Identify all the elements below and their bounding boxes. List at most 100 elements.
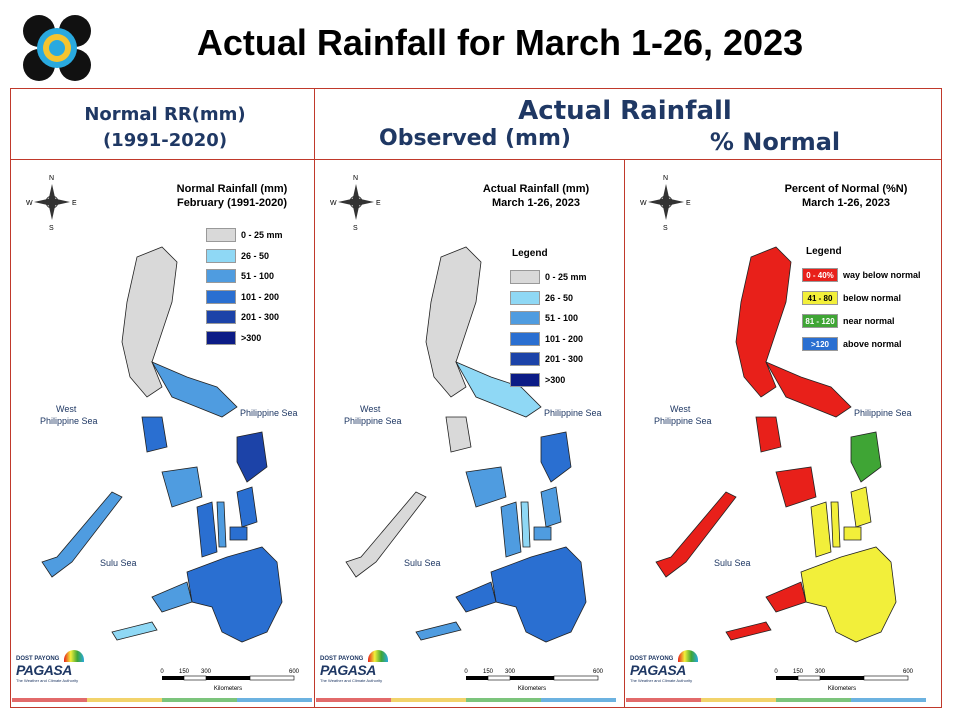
legend-title: Legend bbox=[806, 246, 842, 257]
region-leyte bbox=[850, 486, 872, 528]
legend-item: 101 - 200 bbox=[510, 331, 584, 346]
legend-swatch: >120 bbox=[802, 337, 838, 351]
divider-1 bbox=[314, 88, 315, 708]
umbrella-icon bbox=[64, 650, 84, 662]
scale-tick-label: 300 bbox=[815, 669, 826, 675]
scale-unit-label: Kilometers bbox=[214, 686, 242, 692]
region-mindoro bbox=[141, 416, 168, 453]
legend-label: 101 - 200 bbox=[545, 333, 584, 344]
region-mindoro bbox=[445, 416, 472, 453]
region-negros bbox=[500, 501, 522, 558]
footer-color-stripe bbox=[87, 698, 162, 702]
legend-label: 26 - 50 bbox=[545, 292, 574, 303]
legend-item: 0 - 25 mm bbox=[510, 270, 587, 284]
philippines-map: N S W E 0 150 300 600 Kilometers bbox=[330, 175, 604, 692]
legend-item: 201 - 300 bbox=[510, 352, 583, 366]
region-luzon-north bbox=[121, 246, 178, 398]
region-cebu bbox=[830, 501, 841, 548]
legend-item: >300 bbox=[206, 330, 261, 345]
observed-header: Observed (mm) bbox=[379, 126, 571, 151]
legend-item: 41 - 80 below normal bbox=[802, 291, 901, 305]
region-leyte bbox=[540, 486, 562, 528]
legend-label: near normal bbox=[843, 316, 895, 326]
region-leyte bbox=[236, 486, 258, 528]
footer-logo-name: PAGASA bbox=[320, 662, 376, 678]
legend-swatch bbox=[510, 331, 540, 346]
region-panay bbox=[465, 466, 507, 508]
philippine-sea-label: Philippine Sea bbox=[240, 408, 298, 418]
umbrella-icon bbox=[678, 650, 698, 662]
footer-color-stripe bbox=[851, 698, 926, 702]
compass-rose-icon: N S W E bbox=[640, 175, 691, 232]
legend-item: 101 - 200 bbox=[206, 289, 279, 304]
legend-swatch bbox=[206, 330, 236, 345]
region-cebu bbox=[216, 501, 227, 548]
pagasa-seal-logo bbox=[22, 14, 92, 82]
pagasa-footer-logo: DOST PAYONG PAGASA The Weather and Climate… bbox=[16, 650, 96, 694]
page-title: Actual Rainfall for March 1-26, 2023 bbox=[196, 22, 804, 63]
map-panel-1: N S W E 0 150 300 600 Kilometers Normal Rainfall … bbox=[12, 162, 312, 704]
scale-unit-label: Kilometers bbox=[828, 686, 856, 692]
footer-color-stripe bbox=[701, 698, 776, 702]
legend-swatch bbox=[510, 372, 540, 387]
umbrella-icon bbox=[368, 650, 388, 662]
legend-swatch: 41 - 80 bbox=[802, 291, 838, 305]
legend-item: 201 - 300 bbox=[206, 310, 279, 324]
region-samar bbox=[540, 431, 572, 483]
scale-tick-label: 0 bbox=[464, 669, 468, 675]
legend-item: 26 - 50 bbox=[510, 290, 574, 305]
divider-2 bbox=[624, 160, 625, 708]
legend-swatch: 0 - 40% bbox=[802, 268, 838, 282]
map-title: Actual Rainfall (mm) March 1-26, 2023 bbox=[466, 182, 606, 210]
legend-label: 0 - 25 mm bbox=[241, 230, 283, 240]
legend-label: 0 - 25 mm bbox=[545, 272, 587, 282]
legend-label: 201 - 300 bbox=[545, 354, 584, 364]
figure-frame bbox=[10, 88, 942, 708]
region-negros bbox=[196, 501, 218, 558]
legend-label: above normal bbox=[843, 339, 902, 349]
region-palawan bbox=[345, 491, 427, 578]
west-philippine-sea-label-line2: Philippine Sea bbox=[40, 416, 98, 426]
region-sulu bbox=[415, 621, 462, 641]
region-mindanao bbox=[186, 546, 283, 643]
region-palawan bbox=[41, 491, 123, 578]
region-sulu bbox=[725, 621, 772, 641]
west-philippine-sea-label-line1: West bbox=[670, 404, 691, 414]
region-negros bbox=[810, 501, 832, 558]
sulu-sea-label: Sulu Sea bbox=[714, 558, 751, 568]
legend-label: 51 - 100 bbox=[241, 271, 275, 281]
legend-label: below normal bbox=[843, 293, 902, 303]
scale-tick-label: 300 bbox=[505, 669, 516, 675]
region-bohol bbox=[533, 526, 552, 541]
legend-swatch bbox=[206, 248, 236, 263]
scale-tick-label: 150 bbox=[179, 669, 190, 675]
region-panay bbox=[775, 466, 817, 508]
region-palawan bbox=[655, 491, 737, 578]
footer-color-stripe bbox=[466, 698, 541, 702]
compass-letter-n: N bbox=[353, 175, 358, 182]
actual-header: Actual Rainfall bbox=[518, 96, 732, 126]
map-title: Percent of Normal (%N) March 1-26, 2023 bbox=[776, 182, 916, 210]
compass-letter-e: E bbox=[686, 200, 691, 207]
legend-swatch bbox=[206, 310, 236, 324]
footer-logo-top: DOST PAYONG bbox=[320, 656, 364, 662]
legend-item: >120 above normal bbox=[802, 337, 902, 351]
map-panel-2: N S W E 0 150 300 600 Kilometers Actual Rainfall … bbox=[316, 162, 616, 704]
pagasa-footer-logo: DOST PAYONG PAGASA The Weather and Climate… bbox=[630, 650, 710, 694]
legend-swatch bbox=[206, 269, 236, 283]
region-cebu bbox=[520, 501, 531, 548]
philippine-sea-label: Philippine Sea bbox=[544, 408, 602, 418]
scale-tick-label: 0 bbox=[774, 669, 778, 675]
philippines-map: N S W E 0 150 300 600 Kilometers bbox=[26, 175, 300, 692]
legend-label: way below normal bbox=[843, 270, 921, 280]
percent-header: % Normal bbox=[709, 128, 841, 156]
footer-logo-name: PAGASA bbox=[16, 662, 72, 678]
compass-rose-icon: N S W E bbox=[26, 175, 77, 232]
compass-letter-n: N bbox=[49, 175, 54, 182]
footer-color-stripe bbox=[237, 698, 312, 702]
sulu-sea-label: Sulu Sea bbox=[404, 558, 441, 568]
region-panay bbox=[161, 466, 203, 508]
compass-letter-w: W bbox=[26, 200, 33, 207]
scale-tick-label: 150 bbox=[483, 669, 494, 675]
region-samar bbox=[236, 431, 268, 483]
